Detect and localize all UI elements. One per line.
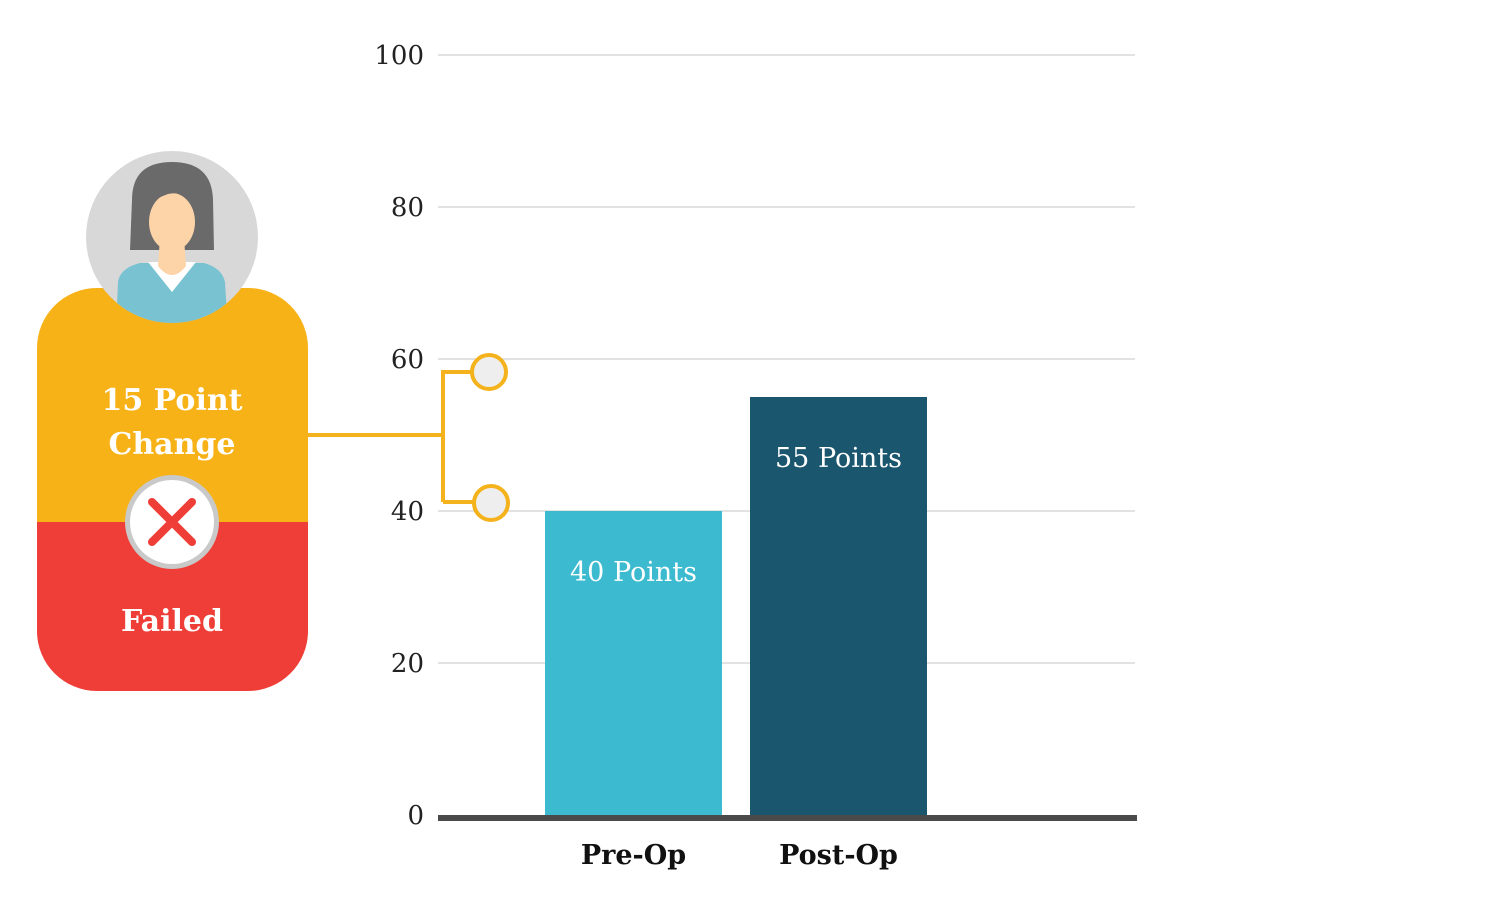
data-label-post-op: 55 Points bbox=[775, 443, 902, 474]
bar-pre-op bbox=[545, 511, 722, 815]
bar-post-op bbox=[750, 397, 927, 815]
change-label-line2: Change bbox=[108, 427, 235, 462]
x-mark-icon bbox=[125, 475, 219, 569]
category-label-pre-op: Pre-Op bbox=[581, 840, 686, 871]
y-axis-ticks: 0 20 40 60 80 100 bbox=[374, 41, 424, 831]
post-op-marker bbox=[470, 353, 508, 391]
result-label: Failed bbox=[121, 604, 223, 639]
y-tick-label-0: 0 bbox=[407, 801, 424, 831]
y-tick-label-100: 100 bbox=[374, 41, 424, 71]
category-label-post-op: Post-Op bbox=[779, 840, 898, 871]
y-tick-label-20: 20 bbox=[391, 649, 424, 679]
bars: 40 Points 55 Points bbox=[545, 397, 927, 815]
woman-avatar-icon bbox=[86, 151, 258, 323]
y-tick-label-60: 60 bbox=[391, 345, 424, 375]
x-axis-categories: Pre-Op Post-Op bbox=[581, 840, 898, 871]
change-connector bbox=[306, 353, 510, 522]
y-tick-label-80: 80 bbox=[391, 193, 424, 223]
data-label-pre-op: 40 Points bbox=[570, 557, 697, 588]
status-card: 15 Point Change Failed bbox=[37, 288, 308, 691]
pre-op-marker bbox=[472, 484, 510, 522]
change-label-line1: 15 Point bbox=[101, 383, 242, 418]
y-tick-label-40: 40 bbox=[391, 497, 424, 527]
